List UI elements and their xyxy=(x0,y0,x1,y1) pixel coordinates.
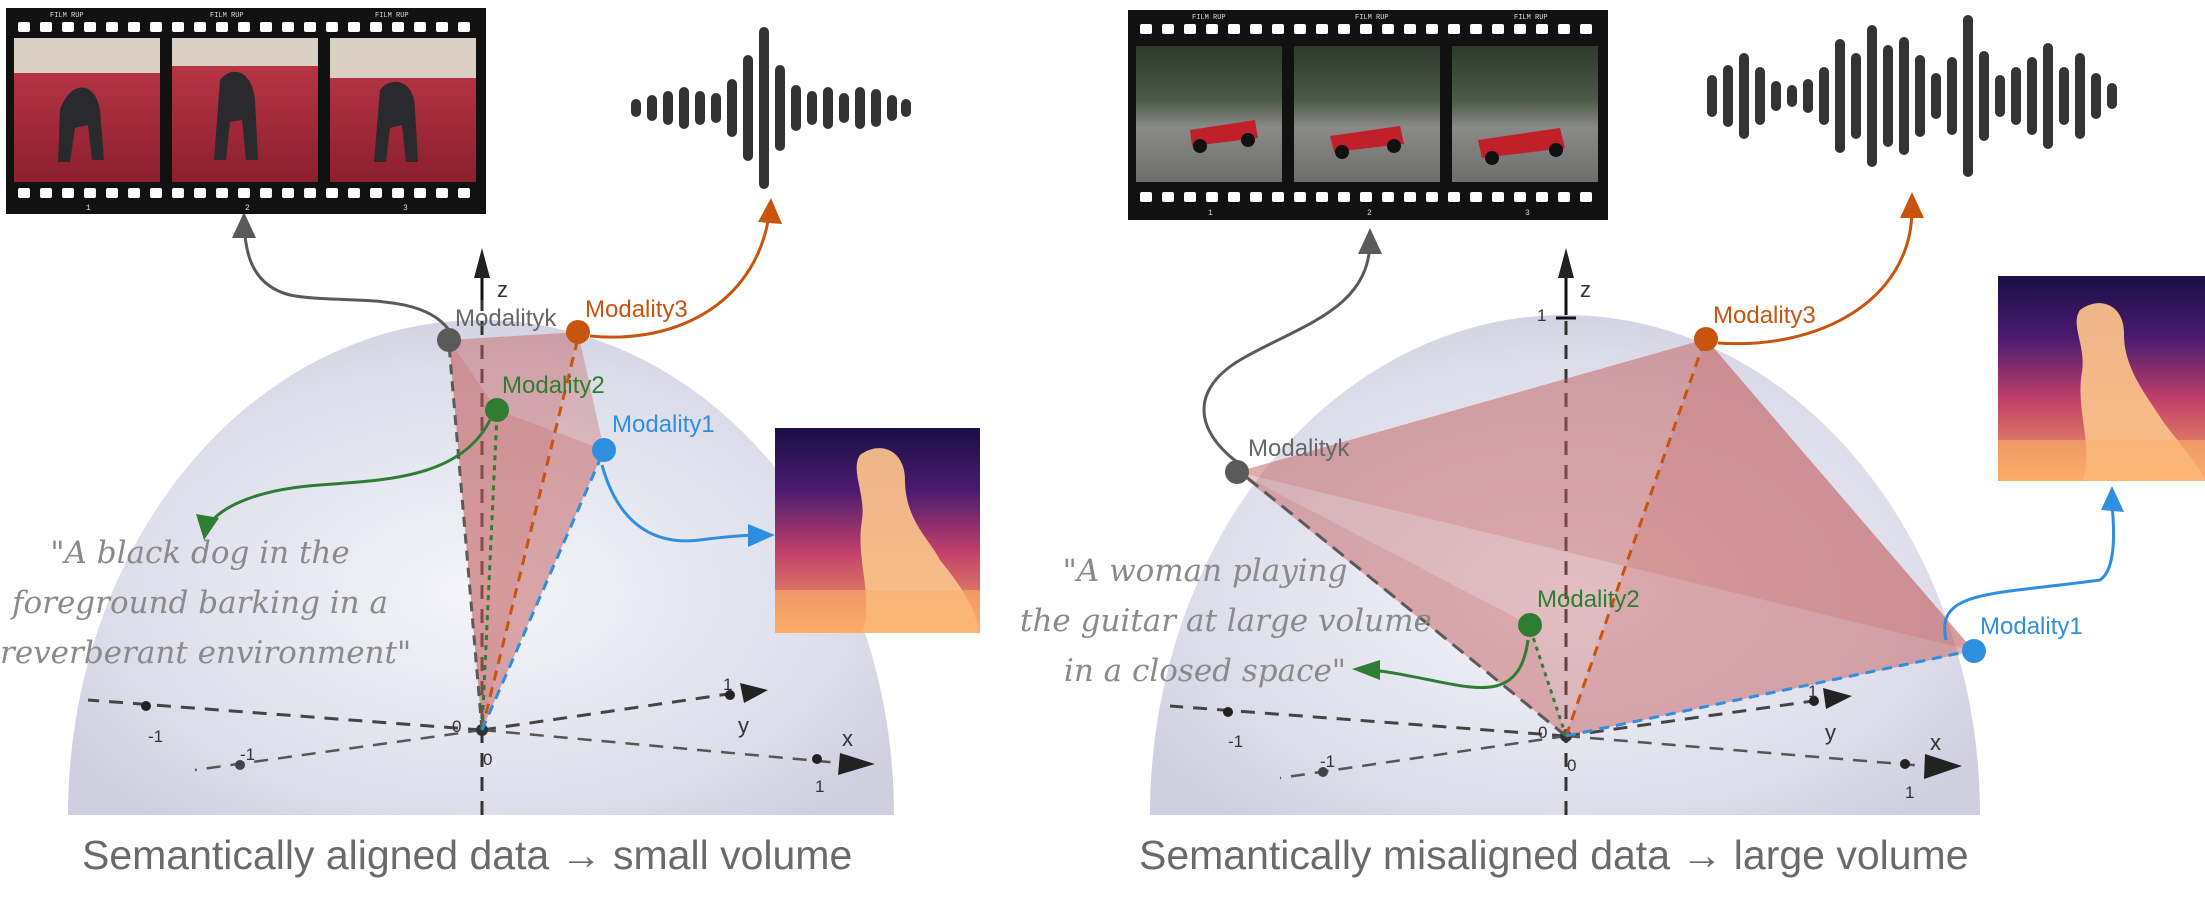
right-film-brand-1: FILM RUP xyxy=(1192,14,1226,22)
left-tick-x-pos: 1 xyxy=(815,777,824,796)
left-vector-2 xyxy=(480,413,499,731)
left-origin-label-z: 0 xyxy=(483,750,492,769)
left-film-num-1: 1 xyxy=(86,204,91,213)
left-arrow-2-to-text xyxy=(204,419,492,531)
left-label-k: Modalityk xyxy=(455,305,557,332)
right-film-num-3: 3 xyxy=(1525,209,1530,218)
right-origin-label-z: 0 xyxy=(1567,756,1576,775)
right-tick-x-neg: -1 xyxy=(1320,752,1335,771)
left-label-1: Modality1 xyxy=(612,411,715,438)
left-film-num-3: 3 xyxy=(403,204,408,213)
left-film-brand-1: FILM RUP xyxy=(50,12,84,20)
left-tick-y-neg: -1 xyxy=(148,727,163,746)
left-label-2: Modality2 xyxy=(502,372,605,399)
right-film-brand-2: FILM RUP xyxy=(1355,14,1389,22)
left-panel: Modalityk Modality3 Modality2 Modality1 … xyxy=(6,8,980,815)
left-quote-line-1: "A black dog in the xyxy=(50,535,350,571)
right-tick-y-neg: -1 xyxy=(1228,732,1243,751)
right-vector-2 xyxy=(1528,627,1568,737)
left-axis-x-label: x xyxy=(842,726,853,751)
left-axis-x-arrow xyxy=(838,753,875,775)
left-tick-x-neg: -1 xyxy=(240,745,255,764)
left-axis-y-arrow xyxy=(740,683,768,703)
right-text-quote: "A woman playing the guitar at large vol… xyxy=(1020,546,1432,696)
right-axis-y xyxy=(1169,704,1567,738)
right-vector-3 xyxy=(1564,344,1705,737)
left-vector-k xyxy=(447,344,484,731)
right-axis-z-arrow xyxy=(1558,248,1574,278)
right-axis-x-arrow xyxy=(1924,754,1962,779)
right-origin-label: 0 xyxy=(1538,723,1547,742)
right-arrow-2-to-text xyxy=(1364,639,1530,690)
right-audio-waveform-icon xyxy=(1707,15,2117,177)
right-tick-y-pos: 1 xyxy=(1808,682,1817,701)
left-film-brand-3: FILM RUP xyxy=(375,12,409,20)
left-film-brand-2: FILM RUP xyxy=(210,12,244,20)
right-axis-y-label: y xyxy=(1825,720,1836,745)
right-label-1: Modality1 xyxy=(1980,613,2083,640)
right-quote-line-3: in a closed space" xyxy=(1063,653,1347,689)
right-axis-y-arrow xyxy=(1823,688,1852,709)
right-film-brand-3: FILM RUP xyxy=(1514,14,1548,22)
right-film-num-2: 2 xyxy=(1367,209,1372,218)
left-caption: Semantically aligned data → small volume xyxy=(82,832,853,878)
right-arrow-k-to-video xyxy=(1202,239,1372,464)
left-quote-line-3: reverberant environment" xyxy=(0,635,412,671)
left-volume xyxy=(449,332,578,730)
right-axis-z-label: z xyxy=(1580,277,1591,302)
left-film-strip-icon: FILM RUP FILM RUP FILM RUP 1 2 3 xyxy=(6,8,486,214)
right-quote-line-1: "A woman playing xyxy=(1062,553,1348,589)
left-arrow-k-to-video xyxy=(242,221,451,331)
left-axis-z-arrow xyxy=(474,248,490,278)
left-axis-z-label: z xyxy=(497,277,508,302)
right-depth-map-icon xyxy=(1998,276,2205,481)
left-arrow-3-to-audio xyxy=(589,207,772,339)
left-label-3: Modality3 xyxy=(585,296,688,323)
right-arrow-1-to-depth xyxy=(1943,504,2116,641)
right-label-k: Modalityk xyxy=(1248,435,1350,462)
right-point-1 xyxy=(1962,639,1986,663)
left-film-num-2: 2 xyxy=(245,204,250,213)
left-point-k xyxy=(437,328,461,352)
left-origin-label: 0 xyxy=(452,717,461,736)
right-axis-z-tick: 1 xyxy=(1537,306,1546,325)
right-tick-x-pos: 1 xyxy=(1905,783,1914,802)
right-point-3 xyxy=(1694,327,1718,351)
left-text-quote: "A black dog in the foreground barking i… xyxy=(0,528,412,678)
left-tick-y-pos: 1 xyxy=(723,675,732,694)
right-vector-k xyxy=(1244,474,1567,738)
left-depth-map-icon xyxy=(775,428,980,633)
right-point-2 xyxy=(1518,613,1542,637)
right-volume xyxy=(1237,339,1974,651)
left-point-1 xyxy=(592,438,616,462)
left-arrow-1-to-depth xyxy=(600,464,763,543)
right-caption: Semantically misaligned data → large vol… xyxy=(1139,832,1969,878)
left-point-2 xyxy=(485,398,509,422)
right-label-2: Modality2 xyxy=(1537,586,1640,613)
right-film-strip-icon: FILM RUP FILM RUP FILM RUP 1 2 3 xyxy=(1128,10,1608,220)
left-quote-line-2: foreground barking in a xyxy=(12,585,388,621)
left-point-3 xyxy=(566,320,590,344)
left-audio-waveform-icon xyxy=(631,27,911,189)
right-axis-x-label: x xyxy=(1930,730,1941,755)
right-point-k xyxy=(1225,460,1249,484)
right-label-3: Modality3 xyxy=(1713,302,1816,329)
left-axis-y-label: y xyxy=(738,713,749,738)
right-panel: Modalityk Modality3 Modality2 Modality1 … xyxy=(1128,10,2205,815)
right-arrow-3-to-audio xyxy=(1717,211,1914,346)
right-quote-line-2: the guitar at large volume xyxy=(1020,603,1432,639)
right-film-num-1: 1 xyxy=(1208,209,1213,218)
left-axis-y xyxy=(87,698,483,732)
